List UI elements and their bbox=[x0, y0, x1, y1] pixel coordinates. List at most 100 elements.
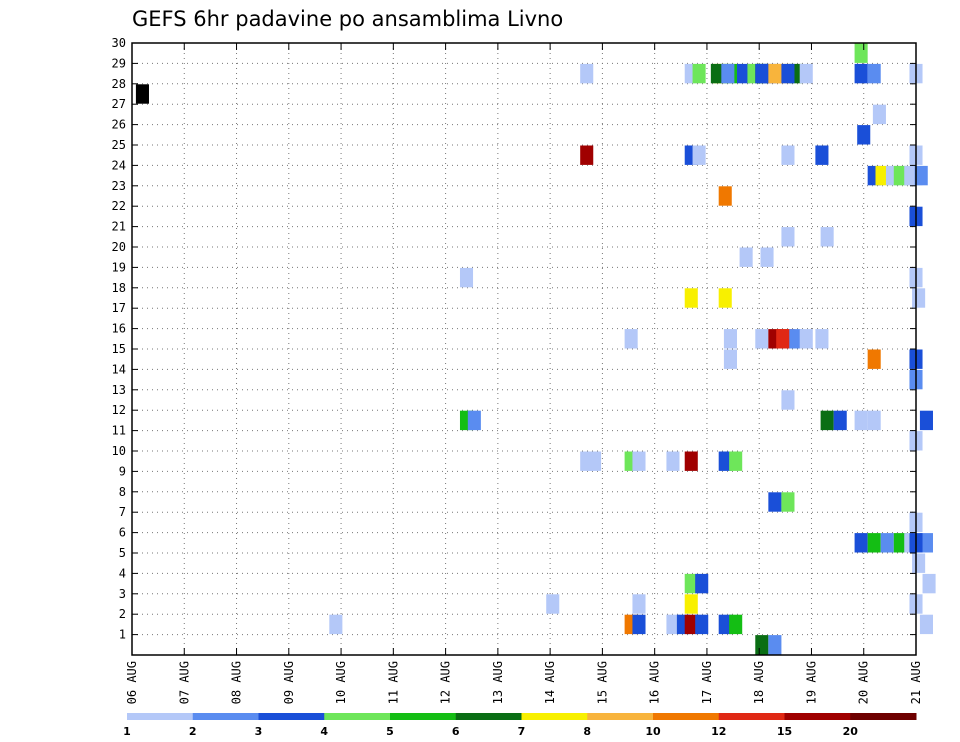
chart-title: GEFS 6hr padavine po ansamblima Livno bbox=[132, 7, 563, 31]
y-tick-label: 25 bbox=[112, 138, 126, 152]
precip-cell bbox=[624, 329, 638, 349]
y-tick-label: 5 bbox=[119, 546, 126, 560]
precip-cell bbox=[666, 614, 680, 635]
y-tick-label: 26 bbox=[112, 118, 126, 132]
y-tick-label: 10 bbox=[112, 444, 126, 458]
precip-cell bbox=[718, 288, 732, 308]
y-tick-label: 2 bbox=[119, 607, 126, 621]
legend-label: 7 bbox=[518, 725, 526, 738]
precip-cell bbox=[695, 614, 709, 635]
precip-cell bbox=[922, 573, 936, 594]
y-tick-label: 13 bbox=[112, 383, 126, 397]
legend-swatch bbox=[521, 713, 588, 720]
legend-label: 4 bbox=[320, 725, 328, 738]
precip-cell bbox=[919, 410, 933, 431]
precip-cell bbox=[768, 63, 782, 84]
precip-cell bbox=[684, 614, 698, 635]
precip-cell bbox=[815, 145, 829, 165]
y-tick-label: 1 bbox=[119, 628, 126, 642]
precip-cell bbox=[833, 410, 847, 431]
legend-label: 1 bbox=[123, 725, 131, 738]
precip-cell bbox=[718, 614, 732, 635]
precip-cell bbox=[919, 533, 933, 553]
y-tick-label: 3 bbox=[119, 587, 126, 601]
y-tick-label: 8 bbox=[119, 485, 126, 499]
precip-cell bbox=[329, 614, 343, 635]
precip-cell bbox=[729, 451, 743, 471]
precip-cell bbox=[632, 614, 646, 635]
precip-cell bbox=[867, 349, 881, 369]
legend-label: 8 bbox=[583, 725, 591, 738]
plot-frame bbox=[131, 42, 917, 656]
x-tick-label: 15 AUG bbox=[595, 661, 609, 704]
y-tick-label: 17 bbox=[112, 301, 126, 315]
y-tick-label: 27 bbox=[112, 97, 126, 111]
legend-swatch bbox=[324, 713, 391, 720]
precip-cell bbox=[854, 410, 868, 431]
precip-cell bbox=[912, 553, 926, 573]
legend-label: 10 bbox=[645, 725, 661, 738]
precip-cell bbox=[739, 247, 753, 267]
precip-cell bbox=[588, 451, 602, 471]
y-tick-label: 23 bbox=[112, 179, 126, 193]
precip-cell bbox=[723, 349, 737, 369]
legend-label: 15 bbox=[777, 725, 792, 738]
precip-cell bbox=[872, 104, 886, 125]
precip-cell bbox=[729, 614, 743, 635]
precip-cell bbox=[692, 63, 706, 84]
y-tick-label: 14 bbox=[112, 362, 126, 376]
y-tick-label: 11 bbox=[112, 424, 126, 438]
x-tick-label: 10 AUG bbox=[334, 661, 348, 704]
x-tick-label: 09 AUG bbox=[282, 661, 296, 704]
precip-cell bbox=[789, 329, 803, 349]
y-tick-label: 15 bbox=[112, 342, 126, 356]
precip-cell bbox=[912, 288, 926, 308]
x-tick-label: 08 AUG bbox=[230, 661, 244, 704]
precip-cell bbox=[815, 329, 829, 349]
precip-cell bbox=[718, 186, 732, 206]
precip-cell bbox=[781, 227, 795, 247]
precip-cell bbox=[721, 63, 735, 84]
precip-cell bbox=[867, 533, 881, 553]
x-tick-label: 19 AUG bbox=[804, 661, 818, 704]
legend-swatch bbox=[258, 713, 325, 720]
precip-cell bbox=[755, 329, 769, 349]
precip-cell bbox=[580, 63, 594, 84]
x-tick-label: 17 AUG bbox=[700, 661, 714, 704]
legend: 1 2 3 4 5 6 7 8 10 12 15 20 bbox=[123, 713, 917, 738]
precip-cell bbox=[755, 635, 769, 655]
y-tick-label: 7 bbox=[119, 505, 126, 519]
precip-cell bbox=[781, 492, 795, 512]
y-tick-label: 9 bbox=[119, 464, 126, 478]
precip-cell bbox=[781, 145, 795, 165]
legend-swatch bbox=[653, 713, 720, 720]
y-tick-label: 20 bbox=[112, 240, 126, 254]
precip-cell bbox=[880, 533, 894, 553]
x-tick-label: 11 AUG bbox=[386, 661, 400, 704]
x-axis: 06 AUG 07 AUG 08 AUG 09 AUG 10 AUG 11 AUG 12 A… bbox=[125, 43, 923, 704]
legend-swatch bbox=[192, 713, 259, 720]
legend-swatch bbox=[455, 713, 522, 720]
precipitation-cells bbox=[135, 43, 936, 655]
legend-swatch bbox=[587, 713, 654, 720]
legend-swatch bbox=[784, 713, 851, 720]
precip-cell bbox=[781, 63, 795, 84]
precip-cell bbox=[820, 227, 834, 247]
precip-cell bbox=[799, 329, 813, 349]
legend-swatch bbox=[127, 713, 194, 720]
precip-cell bbox=[755, 63, 769, 84]
precip-cell bbox=[695, 573, 709, 594]
x-tick-label: 12 AUG bbox=[439, 661, 453, 704]
precip-cell bbox=[718, 451, 732, 471]
precip-cell bbox=[723, 329, 737, 349]
precip-cell bbox=[854, 63, 868, 84]
legend-label: 3 bbox=[255, 725, 263, 738]
legend-swatch bbox=[390, 713, 457, 720]
precip-cell bbox=[459, 267, 474, 288]
y-tick-label: 24 bbox=[112, 158, 126, 172]
x-tick-label: 13 AUG bbox=[491, 661, 505, 704]
x-tick-label: 18 AUG bbox=[752, 661, 766, 704]
y-axis: 1234567891011121314151617181920212223242… bbox=[112, 36, 916, 642]
y-tick-label: 4 bbox=[119, 566, 126, 580]
precip-cell bbox=[867, 63, 881, 84]
